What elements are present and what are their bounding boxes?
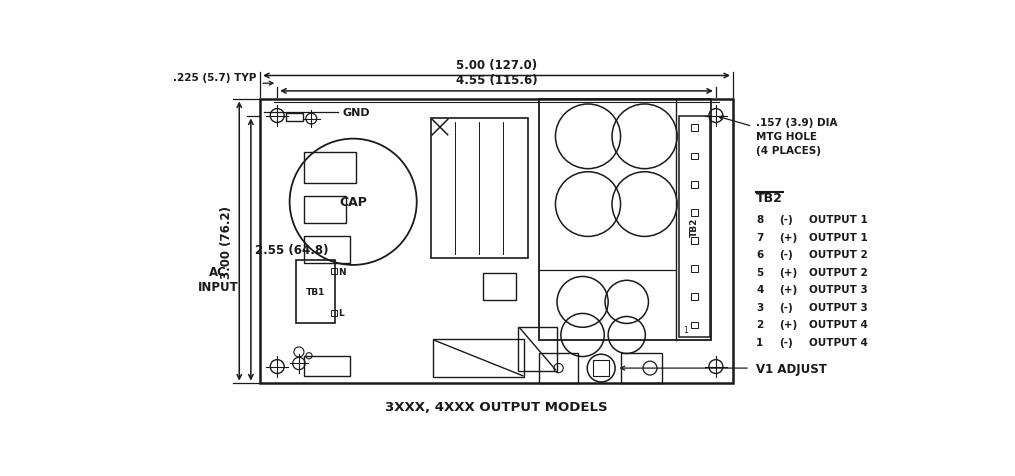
- Text: OUTPUT 2: OUTPUT 2: [809, 250, 868, 259]
- Text: AC
INPUT: AC INPUT: [198, 265, 239, 293]
- Bar: [690, 238, 697, 245]
- Text: 4: 4: [756, 285, 763, 295]
- Text: 8: 8: [756, 215, 763, 225]
- Bar: [295, 261, 335, 324]
- Text: OUTPUT 1: OUTPUT 1: [809, 215, 868, 225]
- Bar: [539, 99, 712, 341]
- Text: (+): (+): [780, 232, 798, 242]
- Bar: [539, 353, 578, 384]
- Text: N: N: [338, 267, 346, 276]
- Bar: [303, 356, 350, 376]
- Text: 4.55 (115.6): 4.55 (115.6): [456, 74, 537, 87]
- Text: OUTPUT 2: OUTPUT 2: [809, 267, 868, 277]
- Bar: [690, 125, 697, 132]
- Text: V1 ADJUST: V1 ADJUST: [756, 362, 827, 375]
- Bar: [433, 339, 525, 377]
- Bar: [690, 294, 697, 301]
- Bar: [690, 322, 697, 329]
- Text: (-): (-): [780, 250, 793, 259]
- Text: (-): (-): [780, 215, 793, 225]
- Text: TB2: TB2: [756, 191, 783, 205]
- Text: .225 (5.7) TYP: .225 (5.7) TYP: [173, 72, 257, 82]
- Bar: [303, 236, 350, 264]
- Bar: [594, 361, 609, 376]
- Bar: [679, 116, 709, 337]
- Bar: [303, 196, 346, 224]
- Bar: [260, 99, 733, 384]
- Text: 7: 7: [756, 232, 763, 242]
- Bar: [519, 327, 557, 371]
- Text: 2: 2: [756, 320, 763, 330]
- Bar: [483, 273, 516, 301]
- Text: 2.55 (64.8): 2.55 (64.8): [255, 244, 328, 257]
- Text: L: L: [338, 308, 344, 317]
- Text: OUTPUT 1: OUTPUT 1: [809, 232, 868, 242]
- Text: (+): (+): [780, 285, 798, 295]
- Bar: [303, 153, 356, 184]
- Bar: [430, 119, 528, 258]
- Text: TB2: TB2: [689, 217, 698, 237]
- Text: GND: GND: [342, 108, 369, 118]
- Text: (+): (+): [780, 320, 798, 330]
- Text: 3XXX, 4XXX OUTPUT MODELS: 3XXX, 4XXX OUTPUT MODELS: [386, 400, 608, 413]
- Text: 6: 6: [756, 250, 763, 259]
- Text: 3.00 (76.2): 3.00 (76.2): [220, 205, 233, 278]
- Text: 5: 5: [756, 267, 763, 277]
- Text: 5.00 (127.0): 5.00 (127.0): [456, 59, 537, 72]
- Text: (-): (-): [780, 337, 793, 347]
- Text: OUTPUT 3: OUTPUT 3: [809, 285, 868, 295]
- Bar: [331, 268, 337, 275]
- Bar: [690, 153, 697, 160]
- Bar: [690, 181, 697, 188]
- Bar: [690, 209, 697, 216]
- Text: CAP: CAP: [339, 196, 367, 209]
- Text: 1: 1: [756, 337, 763, 347]
- Text: OUTPUT 3: OUTPUT 3: [809, 302, 868, 312]
- Bar: [286, 114, 302, 122]
- Bar: [690, 266, 697, 273]
- Text: 3: 3: [756, 302, 763, 312]
- Text: 1: 1: [683, 326, 688, 335]
- Bar: [621, 353, 662, 384]
- Bar: [331, 310, 337, 316]
- Text: (+): (+): [780, 267, 798, 277]
- Text: .157 (3.9) DIA
MTG HOLE
(4 PLACES): .157 (3.9) DIA MTG HOLE (4 PLACES): [756, 118, 837, 156]
- Text: (-): (-): [780, 302, 793, 312]
- Text: OUTPUT 4: OUTPUT 4: [809, 337, 868, 347]
- Text: TB1: TB1: [306, 288, 325, 297]
- Text: OUTPUT 4: OUTPUT 4: [809, 320, 868, 330]
